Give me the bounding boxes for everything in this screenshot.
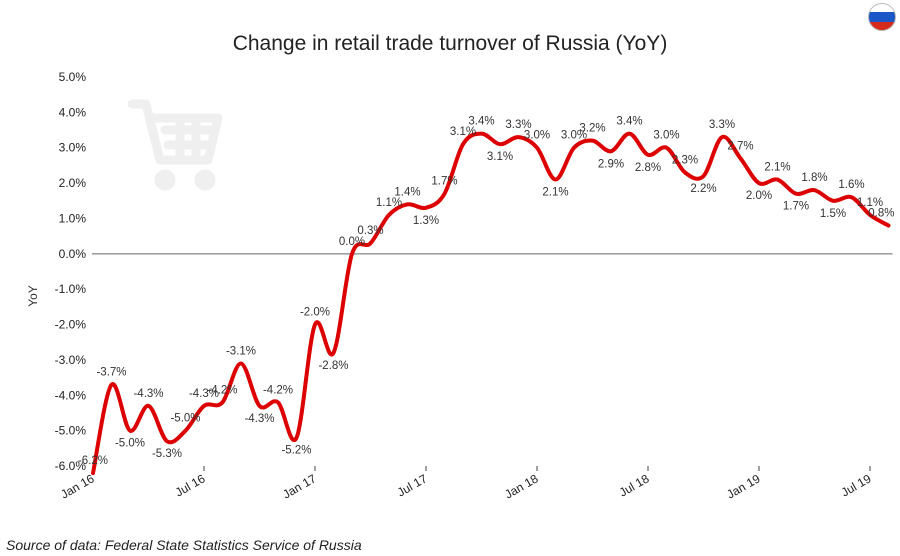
data-label: 2.1% xyxy=(542,187,568,199)
data-label: -6.2% xyxy=(78,455,108,467)
data-label: 2.1% xyxy=(764,162,790,174)
x-tick-label: Jul 17 xyxy=(395,471,430,499)
data-label: 2.3% xyxy=(672,154,698,166)
data-label: 3.4% xyxy=(616,116,642,128)
data-label: -4.2% xyxy=(207,384,237,396)
data-label: 3.3% xyxy=(709,119,735,131)
x-tick-label: Jul 18 xyxy=(617,471,652,499)
data-label: 1.6% xyxy=(838,179,864,191)
data-label: 1.3% xyxy=(413,215,439,227)
data-label: 1.7% xyxy=(431,176,457,188)
chart-title: Change in retail trade turnover of Russi… xyxy=(232,32,668,55)
russia-flag-icon xyxy=(868,3,896,31)
y-axis-label: YoY xyxy=(26,285,40,307)
y-tick-label: -6.0% xyxy=(55,459,87,473)
data-label: 1.5% xyxy=(820,208,846,220)
x-tick-label: Jan 17 xyxy=(280,471,318,501)
y-tick-label: 1.0% xyxy=(59,211,87,225)
y-tick-label: -3.0% xyxy=(55,353,87,367)
data-label: 1.4% xyxy=(394,186,420,198)
data-label: 1.1% xyxy=(376,197,402,209)
data-label: 2.8% xyxy=(635,162,661,174)
data-label: 3.1% xyxy=(487,151,513,163)
data-label: -5.3% xyxy=(152,448,182,460)
data-label: 2.0% xyxy=(746,190,772,202)
x-tick-label: Jan 16 xyxy=(58,471,96,501)
y-tick-label: 3.0% xyxy=(59,141,87,155)
data-label: -3.1% xyxy=(226,345,256,357)
data-label: -5.0% xyxy=(115,438,145,450)
data-label: -2.0% xyxy=(300,307,330,319)
y-tick-label: -5.0% xyxy=(55,424,87,438)
x-tick-label: Jan 19 xyxy=(724,471,762,501)
data-label: 1.1% xyxy=(857,197,883,209)
x-axis: Jan 16 Jul 16 Jan 17 Jul 17 Jan 18 Jul 18 Jan … xyxy=(58,466,874,502)
y-tick-label: -1.0% xyxy=(55,282,87,296)
data-label: 0.8% xyxy=(868,208,894,220)
data-label: -5.2% xyxy=(281,445,311,457)
y-tick-label: -4.0% xyxy=(55,388,87,402)
x-tick-label: Jul 16 xyxy=(173,471,208,499)
data-label: 3.0% xyxy=(561,130,587,142)
x-tick-label: Jul 19 xyxy=(839,471,874,499)
data-label: 1.7% xyxy=(783,201,809,213)
data-label: 3.1% xyxy=(450,126,476,138)
data-label: 3.0% xyxy=(524,130,550,142)
data-label: -4.3% xyxy=(133,388,163,400)
data-label: -2.8% xyxy=(318,360,348,372)
y-tick-label: -2.0% xyxy=(55,318,87,332)
data-label: 3.2% xyxy=(579,123,605,135)
y-tick-label: 5.0% xyxy=(59,70,87,84)
data-label: 0.3% xyxy=(357,225,383,237)
data-label: -4.2% xyxy=(263,384,293,396)
data-label: 1.8% xyxy=(801,172,827,184)
x-tick-label: Jan 18 xyxy=(502,471,540,501)
data-label: 0.0% xyxy=(339,236,365,248)
y-tick-label: 0.0% xyxy=(59,247,87,261)
shopping-cart-icon xyxy=(127,99,223,191)
data-label: -3.7% xyxy=(96,367,126,379)
data-label: -5.0% xyxy=(170,413,200,425)
data-label: 2.7% xyxy=(727,140,753,152)
source-note: Source of data: Federal State Statistics… xyxy=(6,537,362,553)
data-label: -4.3% xyxy=(189,388,219,400)
data-label: 2.9% xyxy=(598,158,624,170)
data-label: 3.0% xyxy=(653,130,679,142)
y-tick-label: 2.0% xyxy=(59,176,87,190)
data-labels: -6.2%-3.7%-5.0%-4.3%-5.3%-5.0%-4.3%-4.2%… xyxy=(78,116,895,467)
series-line xyxy=(91,131,891,476)
y-tick-label: 4.0% xyxy=(59,105,87,119)
data-label: 2.2% xyxy=(690,183,716,195)
data-label: 3.4% xyxy=(468,116,494,128)
data-label: 3.3% xyxy=(505,119,531,131)
y-axis: 5.0% 4.0% 3.0% 2.0% 1.0% 0.0% -1.0% -2.0% -3.0% -… xyxy=(55,70,87,473)
data-label: -4.3% xyxy=(244,413,274,425)
